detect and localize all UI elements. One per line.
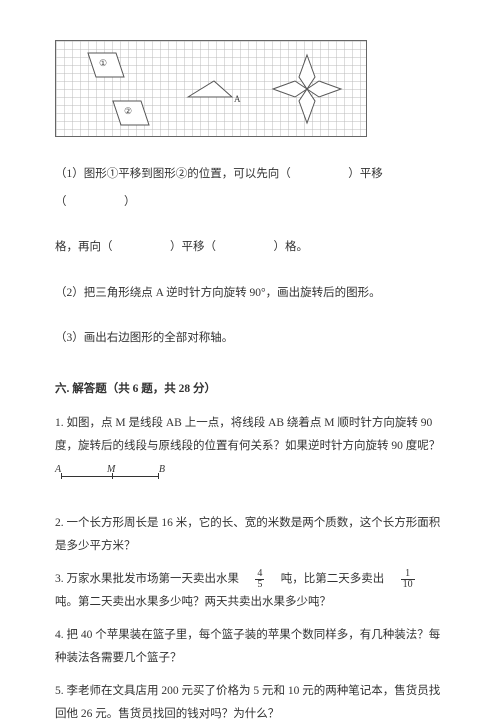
section-6-title: 六. 解答题（共 6 题，共 28 分） — [55, 381, 445, 398]
point-a-label: A — [234, 93, 241, 107]
label-m: M — [107, 462, 115, 477]
fraction-1-10: 1 10 — [401, 569, 415, 591]
tick-a — [61, 473, 62, 479]
shape1-label: ① — [99, 57, 107, 71]
problem-4: 4. 把 40 个苹果装在篮子里，每个篮子装的苹果个数同样多，有几种装法？每种装… — [55, 624, 445, 670]
shape-star — [271, 53, 343, 125]
problem-5: 5. 李老师在文具店用 200 元买了价格为 5 元和 10 元的两种笔记本，售… — [55, 680, 445, 726]
question-3: （3）画出右边图形的全部对称轴。 — [55, 325, 445, 353]
label-a: A — [55, 462, 61, 477]
question-1-line2: 格，再向（ ）平移（ ）格。 — [55, 234, 445, 262]
problem-2: 2. 一个长方形周长是 16 米，它的长、宽的米数是两个质数，这个长方形面积是多… — [55, 512, 445, 558]
question-2: （2）把三角形绕点 A 逆时针方向旋转 90°，画出旋转后的图形。 — [55, 280, 445, 308]
fraction-4-5: 4 5 — [255, 569, 264, 591]
shape2-label: ② — [124, 105, 132, 119]
frac2-den: 10 — [401, 580, 415, 591]
p3-part-a: 3. 万家水果批发市场第一天卖出水果 — [55, 573, 251, 585]
p3-part-b: 吨，比第二天多卖出 — [269, 573, 396, 585]
shape-triangle — [186, 79, 234, 99]
label-b: B — [159, 462, 165, 477]
problem-3: 3. 万家水果批发市场第一天卖出水果 4 5 吨，比第二天多卖出 1 10 吨。… — [55, 568, 445, 614]
frac1-den: 5 — [255, 580, 264, 591]
question-1-line1: （1）图形①平移到图形②的位置，可以先向（ ）平移（ ） — [55, 161, 445, 216]
problem-1: 1. 如图，点 M 是线段 AB 上一点，将线段 AB 绕着点 M 顺时针方向旋… — [55, 412, 445, 458]
p3-part-c: 吨。第二天卖出水果多少吨？两天共卖出水果多少吨？ — [55, 596, 331, 608]
segment-ab-figure: A M B — [55, 468, 165, 484]
grid-figure: ① ② A — [55, 40, 367, 137]
